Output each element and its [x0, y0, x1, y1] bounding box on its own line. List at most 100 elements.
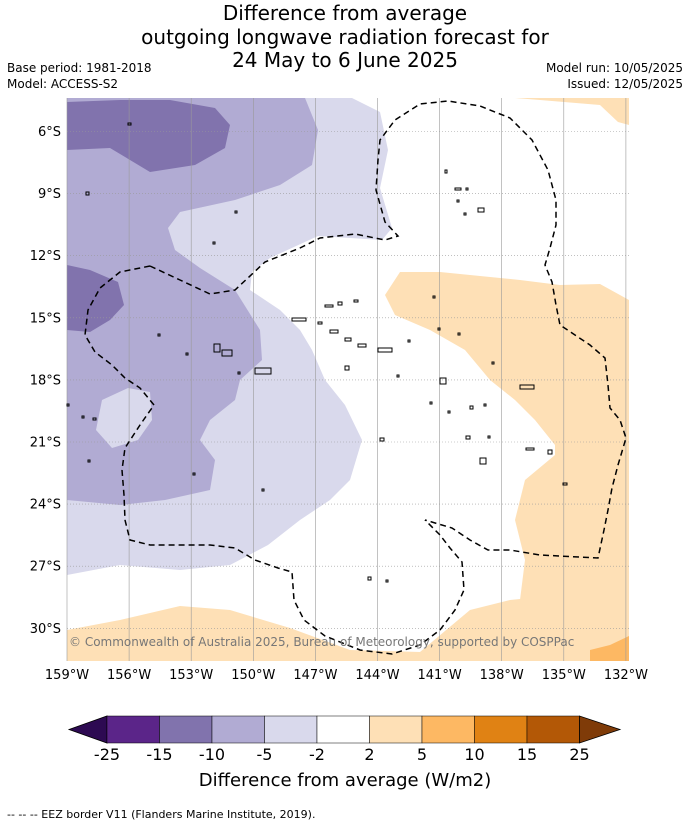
island	[396, 374, 400, 378]
lon-tick-label: 150°W	[231, 668, 275, 683]
island	[261, 488, 265, 492]
island	[477, 207, 485, 213]
lon-tick-label: 156°W	[107, 668, 151, 683]
colorbar-bin	[316, 715, 370, 744]
gridlines	[66, 98, 629, 661]
island	[432, 295, 436, 299]
island	[463, 212, 467, 216]
island	[344, 365, 350, 371]
lon-tick-label: 132°W	[604, 668, 648, 683]
island	[447, 410, 451, 414]
region-dark-purple-north	[67, 100, 230, 172]
island	[185, 352, 189, 356]
island	[192, 472, 196, 476]
eez-footnote: -- -- -- EEZ border V11 (Flanders Marine…	[7, 808, 316, 821]
island	[469, 405, 474, 410]
island	[491, 361, 495, 365]
island	[213, 343, 221, 353]
island	[291, 317, 307, 322]
colorbar	[67, 715, 622, 744]
lat-tick-label: 27°S	[30, 560, 61, 575]
colorbar-bin	[421, 715, 475, 744]
island	[157, 333, 161, 337]
region-orange-top	[515, 98, 629, 125]
lat-tick-label: 21°S	[30, 436, 61, 451]
colorbar-max-arrow	[579, 715, 622, 744]
colorbar-tick-label: 25	[569, 745, 590, 764]
eez-borders	[84, 100, 627, 655]
colorbar-tick-label: -5	[256, 745, 273, 764]
island	[547, 449, 553, 455]
island	[329, 329, 339, 334]
island	[444, 169, 448, 174]
island	[237, 371, 241, 375]
colorbar-tick-label: 15	[516, 745, 538, 764]
colorbar-bin	[211, 715, 265, 744]
island	[525, 447, 535, 451]
lon-tick-label: 159°W	[45, 668, 89, 683]
island	[324, 304, 334, 308]
colorbar-bin	[264, 715, 318, 744]
meta-left: Base period: 1981-2018 Model: ACCESS-S2	[7, 60, 152, 92]
colorbar-bin	[159, 715, 213, 744]
island	[337, 301, 343, 306]
region-orange-east	[385, 272, 629, 661]
lon-tick-label: 144°W	[355, 668, 399, 683]
island	[519, 384, 535, 390]
island	[377, 347, 393, 353]
longitude-labels: 159°W 156°W 153°W 150°W 147°W 144°W 141°W 138°W…	[45, 668, 648, 683]
lat-tick-label: 9°S	[38, 187, 61, 202]
colorbar-bin	[106, 715, 160, 744]
colorbar-bin	[369, 715, 423, 744]
lat-tick-label: 18°S	[30, 373, 61, 388]
title-line-3: 24 May to 6 June 2025	[232, 48, 458, 72]
island	[85, 191, 90, 196]
island	[221, 349, 233, 357]
lon-tick-label: 135°W	[542, 668, 586, 683]
island	[87, 459, 91, 463]
colorbar-tick-label: 2	[364, 745, 375, 764]
island	[379, 437, 385, 442]
lon-tick-label: 147°W	[293, 668, 337, 683]
island	[439, 377, 447, 385]
island	[487, 435, 491, 439]
eez-border-french-polynesia-south	[84, 265, 465, 655]
island	[353, 299, 359, 303]
colorbar-tick-label: -2	[309, 745, 325, 764]
lat-tick-label: 30°S	[30, 622, 61, 637]
lat-tick-label: 15°S	[30, 311, 61, 326]
island	[212, 241, 216, 245]
title-line-2: outgoing longwave radiation forecast for	[141, 24, 549, 49]
island	[385, 579, 389, 583]
region-darker-orange	[590, 636, 629, 661]
island	[317, 321, 323, 325]
model-run: Model run: 10/05/2025	[545, 61, 683, 75]
colorbar-tick-label: 10	[464, 745, 485, 764]
colorbar-bin	[526, 715, 580, 744]
island	[357, 343, 367, 348]
island	[344, 337, 352, 342]
region-dark-purple-west	[67, 265, 124, 332]
colorbar-tick-label: 5	[416, 745, 428, 764]
model-name: Model: ACCESS-S2	[7, 77, 119, 91]
copyright-text: © Commonwealth of Australia 2025, Bureau…	[69, 635, 574, 649]
map-title: Difference from average outgoing longwav…	[0, 1, 690, 73]
island	[407, 339, 411, 343]
colorbar-min-arrow	[67, 715, 108, 744]
island	[465, 435, 471, 440]
colorbar-title: Difference from average (W/m2)	[198, 770, 492, 791]
lon-tick-label: 138°W	[480, 668, 524, 683]
island	[457, 332, 461, 336]
island	[437, 327, 441, 331]
lat-tick-label: 12°S	[30, 249, 61, 264]
island	[465, 187, 469, 191]
island	[66, 403, 70, 407]
lon-tick-label: 153°W	[169, 668, 213, 683]
issued-date: Issued: 12/05/2025	[567, 77, 683, 91]
island	[562, 482, 568, 486]
island	[92, 417, 97, 421]
island	[127, 122, 132, 126]
region-orange-south	[67, 592, 629, 661]
island	[254, 367, 272, 375]
